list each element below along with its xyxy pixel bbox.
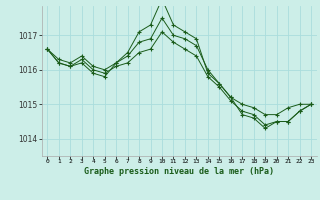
X-axis label: Graphe pression niveau de la mer (hPa): Graphe pression niveau de la mer (hPa)	[84, 167, 274, 176]
